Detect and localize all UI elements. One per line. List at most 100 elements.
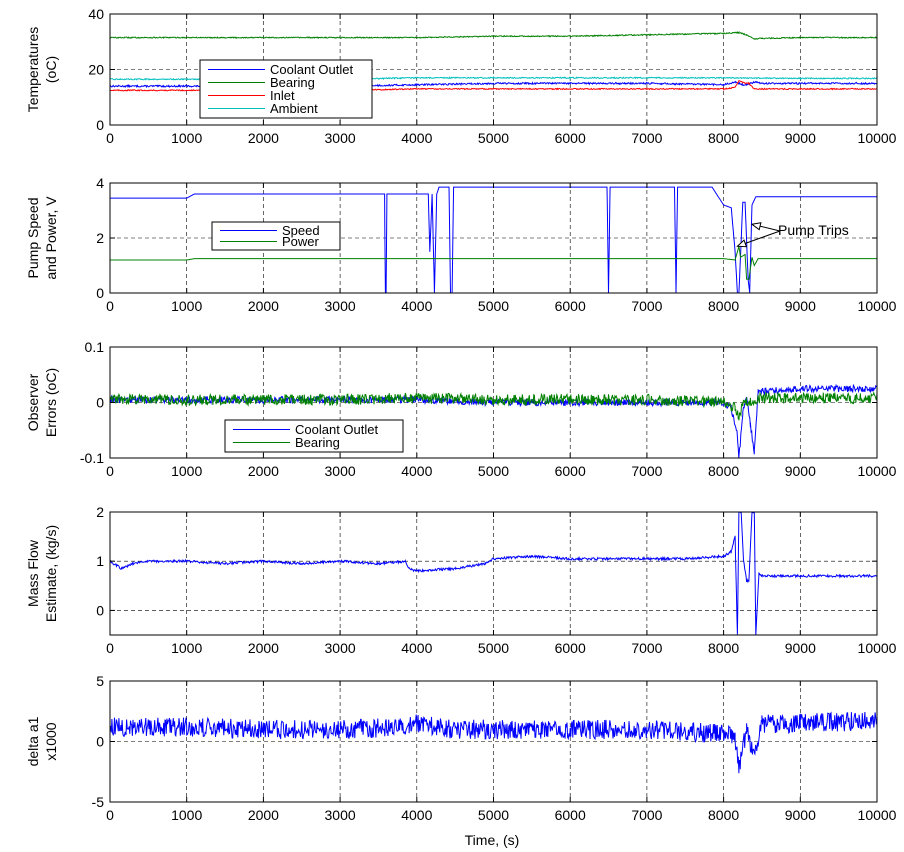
y-tick-label: 20 bbox=[88, 62, 104, 78]
y-axis-label-line: (oC) bbox=[43, 56, 59, 83]
legend-entry: Power bbox=[282, 234, 320, 249]
series-line-2 bbox=[110, 30, 877, 40]
x-tick-label: 4000 bbox=[401, 463, 432, 479]
x-tick-label: 10000 bbox=[858, 298, 897, 314]
annotation: Pump Trips bbox=[736, 222, 849, 248]
y-tick-label: 0 bbox=[96, 602, 104, 618]
x-tick-label: 5000 bbox=[478, 298, 509, 314]
y-tick-label: -0.1 bbox=[80, 450, 104, 466]
x-tick-label: 5000 bbox=[478, 807, 509, 823]
x-tick-label: 9000 bbox=[785, 298, 816, 314]
x-tick-label: 8000 bbox=[708, 640, 739, 656]
x-tick-label: 4000 bbox=[401, 807, 432, 823]
x-tick-label: 0 bbox=[106, 807, 114, 823]
x-tick-label: 6000 bbox=[555, 807, 586, 823]
x-tick-label: 5000 bbox=[478, 463, 509, 479]
x-tick-label: 0 bbox=[106, 298, 114, 314]
x-tick-label: 2000 bbox=[248, 807, 279, 823]
legend-entry: Coolant Outlet bbox=[270, 62, 353, 77]
x-tick-label: 3000 bbox=[325, 807, 356, 823]
series-line-2 bbox=[110, 246, 877, 280]
legend-box bbox=[211, 221, 341, 251]
x-tick-label: 7000 bbox=[631, 463, 662, 479]
annotation-arrowhead bbox=[736, 239, 748, 248]
y-axis-label: Observer Errors (oC) bbox=[25, 368, 59, 437]
y-axis-label-line: x1000 bbox=[43, 722, 59, 760]
y-axis-label: Mass Flow Estimate, (kg/s) bbox=[25, 525, 59, 622]
x-tick-label: 1000 bbox=[171, 298, 202, 314]
x-tick-label: 0 bbox=[106, 130, 114, 146]
x-tick-label: 2000 bbox=[248, 298, 279, 314]
y-tick-label: 0 bbox=[96, 734, 104, 750]
series-line-1 bbox=[110, 711, 877, 774]
y-axis-label: delta a1 x1000 bbox=[25, 716, 59, 766]
chart-panel-4: 0 1000 2000 3000 4000 5000 6000 7000 8000 9000 100… bbox=[25, 504, 897, 656]
x-axis-label: Time, (s) bbox=[465, 832, 520, 848]
series-line-1 bbox=[110, 512, 877, 635]
x-tick-label: 7000 bbox=[631, 298, 662, 314]
x-tick-label: 9000 bbox=[785, 463, 816, 479]
x-tick-label: 6000 bbox=[555, 298, 586, 314]
y-axis-label: Temperatures (oC) bbox=[25, 27, 59, 113]
y-tick-label: 40 bbox=[88, 6, 104, 22]
x-tick-label: 7000 bbox=[631, 130, 662, 146]
chart-panel-1: 0 1000 2000 3000 4000 5000 6000 7000 8000 9000 100… bbox=[25, 6, 897, 146]
series-line-2 bbox=[110, 391, 877, 421]
x-tick-label: 1000 bbox=[171, 807, 202, 823]
y-tick-label: 0 bbox=[96, 395, 104, 411]
x-tick-label: 6000 bbox=[555, 130, 586, 146]
x-tick-label: 2000 bbox=[248, 640, 279, 656]
y-tick-label: 2 bbox=[96, 504, 104, 520]
x-tick-label: 3000 bbox=[325, 298, 356, 314]
x-tick-label: 5000 bbox=[478, 130, 509, 146]
axes-box bbox=[109, 511, 878, 636]
x-tick-label: 4000 bbox=[401, 130, 432, 146]
legend-entry: Speed bbox=[282, 223, 320, 238]
y-tick-label: 1 bbox=[96, 553, 104, 569]
annotation-text: Pump Trips bbox=[778, 222, 849, 238]
chart-panel-2: 0 1000 2000 3000 4000 5000 6000 7000 8000 9000 100… bbox=[25, 175, 897, 314]
x-tick-label: 8000 bbox=[708, 298, 739, 314]
legend-entry: Bearing bbox=[295, 435, 340, 450]
x-tick-label: 1000 bbox=[171, 463, 202, 479]
annotation-arrowhead bbox=[750, 222, 762, 231]
x-tick-label: 9000 bbox=[785, 640, 816, 656]
x-tick-label: 10000 bbox=[858, 463, 897, 479]
y-axis-label: Pump Speed and Power, V bbox=[25, 196, 59, 280]
y-axis-label-line: Estimate, (kg/s) bbox=[43, 525, 59, 622]
x-tick-label: 3000 bbox=[325, 130, 356, 146]
y-tick-label: 0.1 bbox=[85, 339, 105, 355]
series-line-1 bbox=[110, 186, 877, 293]
legend-entry: Coolant Outlet bbox=[295, 422, 378, 437]
y-tick-label: 2 bbox=[96, 230, 104, 246]
x-tick-label: 10000 bbox=[858, 807, 897, 823]
legend-entry: Inlet bbox=[270, 88, 295, 103]
x-tick-label: 3000 bbox=[325, 463, 356, 479]
y-axis-label-line: Temperatures bbox=[25, 27, 41, 113]
x-tick-label: 1000 bbox=[171, 130, 202, 146]
x-tick-label: 1000 bbox=[171, 640, 202, 656]
x-tick-label: 8000 bbox=[708, 463, 739, 479]
x-tick-label: 4000 bbox=[401, 298, 432, 314]
x-tick-label: 6000 bbox=[555, 640, 586, 656]
y-tick-label: 4 bbox=[96, 175, 104, 191]
y-tick-label: -5 bbox=[92, 794, 105, 810]
x-tick-label: 10000 bbox=[858, 130, 897, 146]
y-axis-label-line: Pump Speed bbox=[25, 198, 41, 279]
x-tick-label: 7000 bbox=[631, 807, 662, 823]
y-axis-label-line: Observer bbox=[25, 373, 41, 431]
x-tick-label: 9000 bbox=[785, 130, 816, 146]
x-tick-label: 3000 bbox=[325, 640, 356, 656]
x-tick-label: 2000 bbox=[248, 463, 279, 479]
x-tick-label: 5000 bbox=[478, 640, 509, 656]
x-tick-label: 0 bbox=[106, 463, 114, 479]
x-tick-label: 7000 bbox=[631, 640, 662, 656]
legend-entry: Bearing bbox=[270, 75, 315, 90]
x-tick-label: 6000 bbox=[555, 463, 586, 479]
series-line-1 bbox=[110, 383, 877, 458]
legend-box bbox=[224, 419, 404, 453]
